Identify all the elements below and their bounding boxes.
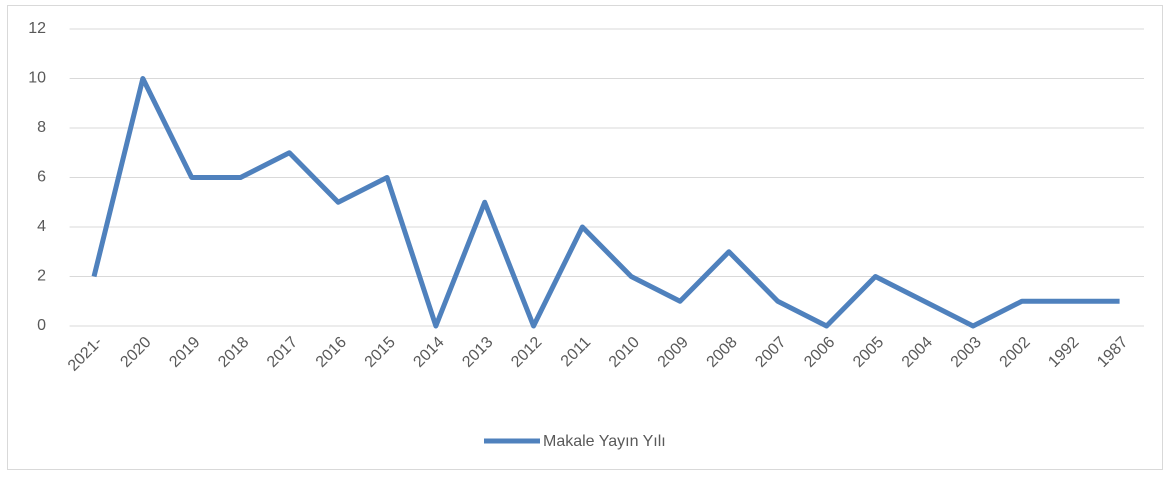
y-tick-label: 6 xyxy=(37,169,46,186)
y-tick-label: 12 xyxy=(28,20,46,37)
y-tick-label: 10 xyxy=(28,70,46,87)
y-tick-label: 4 xyxy=(37,218,46,235)
data-line xyxy=(91,76,1120,329)
y-tick-label: 2 xyxy=(37,268,46,285)
y-tick-label: 0 xyxy=(37,317,46,334)
legend-label: Makale Yayın Yılı xyxy=(543,433,666,450)
y-tick-label: 8 xyxy=(37,119,46,136)
chart-border xyxy=(7,5,1163,470)
